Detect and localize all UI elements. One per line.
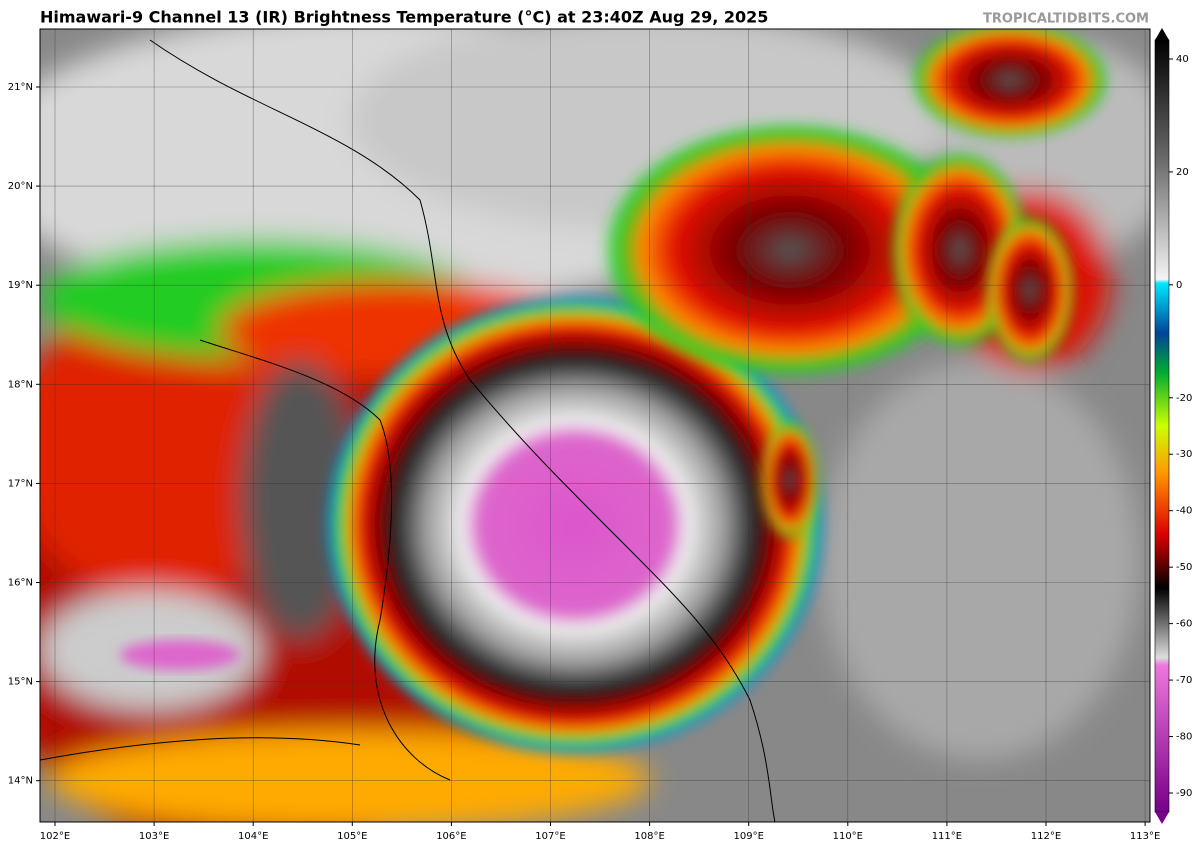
colorbar-label: -80	[1176, 732, 1192, 743]
colorbar-label: -70	[1176, 675, 1192, 686]
colorbar-label: 40	[1176, 54, 1189, 65]
lon-label: 110°E	[833, 831, 863, 842]
satellite-image	[40, 29, 1150, 822]
colorbar-extend	[1155, 812, 1169, 824]
colorbar	[1154, 39, 1170, 813]
lon-label: 108°E	[634, 831, 664, 842]
lat-label: 20°N	[8, 181, 33, 192]
colorbar-label: 0	[1176, 280, 1182, 291]
title: Himawari-9 Channel 13 (IR) Brightness Te…	[40, 8, 768, 27]
lon-label: 113°E	[1130, 831, 1160, 842]
lat-label: 15°N	[8, 677, 33, 688]
watermark: TROPICALTIDBITS.COM	[983, 12, 1149, 27]
colorbar-label: -90	[1176, 788, 1192, 799]
lon-label: 102°E	[40, 831, 70, 842]
lon-label: 107°E	[535, 831, 565, 842]
lat-label: 19°N	[8, 280, 33, 291]
lon-label: 103°E	[139, 831, 169, 842]
lat-label: 18°N	[8, 379, 33, 390]
colorbar-label: -30	[1176, 449, 1192, 460]
lon-label: 112°E	[1031, 831, 1061, 842]
colorbar-label: -40	[1176, 506, 1192, 517]
lat-label: 21°N	[8, 82, 33, 93]
colorbar-extend	[1155, 28, 1169, 40]
colorbar-label: 20	[1176, 167, 1189, 178]
lat-label: 17°N	[8, 478, 33, 489]
lat-label: 16°N	[8, 578, 33, 589]
lat-label: 14°N	[8, 776, 33, 787]
colorbar-label: -60	[1176, 619, 1192, 630]
graticule	[40, 29, 1150, 822]
lon-label: 104°E	[238, 831, 268, 842]
lon-label: 105°E	[337, 831, 367, 842]
colorbar-label: -20	[1176, 393, 1192, 404]
lon-label: 109°E	[733, 831, 763, 842]
lon-label: 111°E	[932, 831, 962, 842]
map-frame	[39, 28, 1151, 823]
lon-label: 106°E	[436, 831, 466, 842]
colorbar-label: -50	[1176, 562, 1192, 573]
